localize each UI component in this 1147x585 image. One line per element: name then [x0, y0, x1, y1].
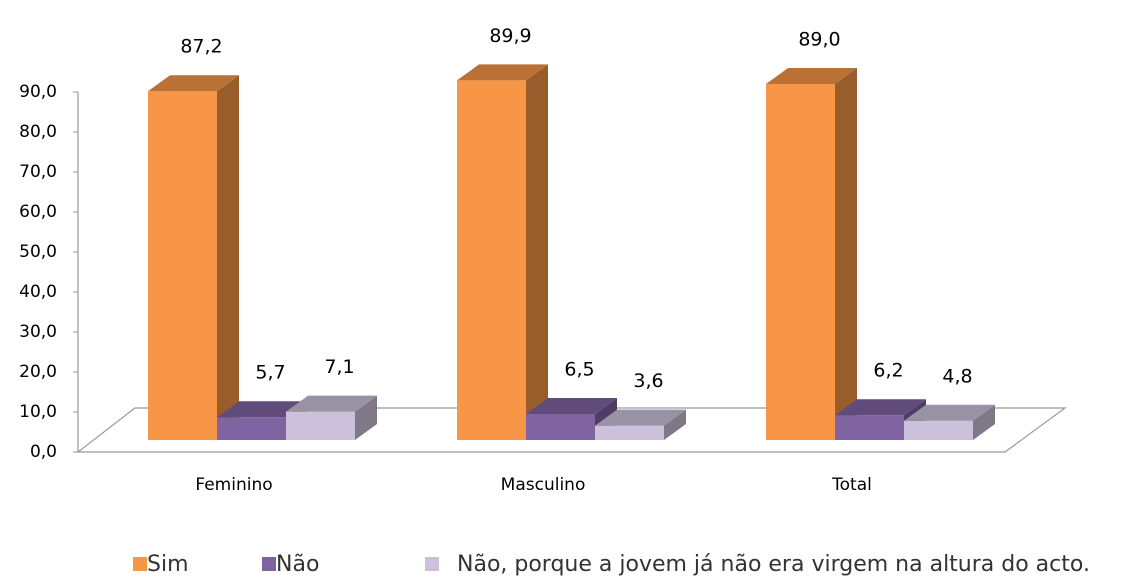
legend-swatch	[425, 557, 439, 571]
bar-top	[904, 404, 995, 421]
bar-front	[904, 420, 973, 440]
data-label: 6,2	[873, 360, 903, 382]
y-tick-label: 90,0	[19, 82, 57, 102]
bar-side	[217, 75, 239, 440]
y-tick-label: 50,0	[19, 242, 57, 262]
bar-side	[526, 64, 548, 441]
bar-top	[766, 68, 857, 84]
y-tick-label: 60,0	[19, 202, 57, 222]
legend-label: Sim	[147, 552, 189, 577]
legend-label: Não	[276, 552, 319, 577]
y-tick-label: 30,0	[19, 322, 57, 342]
bar	[766, 68, 857, 440]
y-tick-label: 0,0	[30, 442, 57, 462]
bar-side	[973, 404, 995, 440]
bar-front	[286, 411, 355, 440]
legend-label: Não, porque a jovem já não era virgem na…	[457, 552, 1090, 577]
data-label: 3,6	[633, 370, 663, 392]
bar	[148, 75, 239, 440]
bar-top	[835, 399, 926, 416]
bar-front	[766, 84, 835, 440]
bar-top	[217, 401, 308, 418]
bar	[904, 404, 995, 440]
bar-front	[457, 80, 526, 441]
bar-top	[595, 409, 686, 426]
bar-front	[148, 91, 217, 440]
bar-top	[526, 398, 617, 414]
data-label: 87,2	[180, 36, 222, 58]
bar-top	[457, 64, 548, 81]
x-tick-label: Total	[831, 475, 872, 495]
y-tick-label: 40,0	[19, 282, 57, 302]
y-tick-label: 20,0	[19, 362, 57, 382]
y-tick-label: 10,0	[19, 402, 57, 422]
data-label: 89,0	[798, 29, 840, 51]
legend-swatch	[262, 557, 276, 571]
bar-front	[217, 417, 286, 440]
y-tick-label: 80,0	[19, 122, 57, 142]
bar-front	[595, 425, 664, 440]
bar-front	[526, 414, 595, 440]
legend-swatch	[133, 557, 147, 571]
bar-side	[664, 409, 686, 440]
floor	[76, 407, 1067, 453]
bar-front	[835, 415, 904, 440]
bar	[457, 64, 548, 441]
x-tick-label: Feminino	[195, 475, 272, 495]
x-tick-label: Masculino	[501, 475, 586, 495]
data-label: 7,1	[324, 356, 354, 378]
data-label: 5,7	[255, 362, 285, 384]
data-label: 89,9	[489, 25, 531, 47]
data-label: 6,5	[564, 359, 594, 381]
bar-side	[355, 395, 377, 440]
data-label: 4,8	[942, 365, 972, 387]
bar	[595, 409, 686, 440]
bar-top	[286, 395, 377, 412]
bar-side	[835, 68, 857, 440]
y-tick-label: 70,0	[19, 162, 57, 182]
bar-top	[148, 75, 239, 92]
bar	[286, 395, 377, 440]
